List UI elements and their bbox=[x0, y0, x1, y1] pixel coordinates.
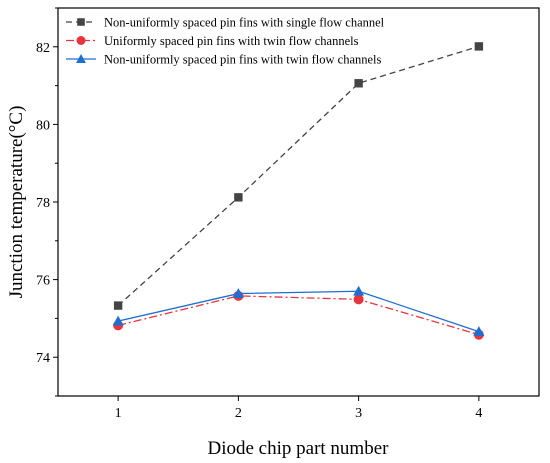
series-2-line bbox=[117, 295, 480, 336]
series-3-point-3 bbox=[353, 285, 365, 296]
series-group bbox=[112, 42, 485, 340]
series-2-point-3 bbox=[353, 294, 364, 305]
legend-label-1: Non-uniformly spaced pin fins with singl… bbox=[104, 16, 385, 30]
x-tick-label-2: 2 bbox=[235, 406, 242, 421]
series-3-point-2 bbox=[232, 288, 244, 298]
x-tick-label-4: 4 bbox=[475, 406, 482, 421]
legend: Non-uniformly spaced pin fins with singl… bbox=[66, 16, 385, 67]
y-axis-title: Junction temperature(°C) bbox=[6, 106, 27, 299]
legend-swatch-marker-3 bbox=[76, 54, 86, 63]
axis-ticks: 1 2 3 4 74 76 78 80 82 bbox=[36, 7, 482, 421]
series-1-point-3 bbox=[354, 79, 363, 88]
series-3 bbox=[112, 285, 485, 336]
series-1-point-1 bbox=[113, 301, 123, 310]
series-1-line bbox=[117, 45, 480, 307]
series-1-point-4 bbox=[474, 42, 484, 51]
x-tick-label-3: 3 bbox=[355, 406, 362, 421]
series-1 bbox=[113, 42, 484, 310]
y-tick-label-82: 82 bbox=[36, 41, 50, 56]
series-3-point-1 bbox=[112, 315, 124, 326]
legend-swatch-marker-2 bbox=[76, 36, 86, 45]
series-3-line bbox=[117, 290, 480, 333]
legend-swatch-marker-1 bbox=[77, 18, 85, 26]
x-axis-title: Diode chip part number bbox=[208, 438, 390, 459]
legend-label-2: Uniformly spaced pin fins with twin flow… bbox=[104, 34, 359, 48]
y-tick-label-80: 80 bbox=[36, 118, 50, 133]
x-tick-label-1: 1 bbox=[115, 406, 122, 421]
legend-label-3: Non-uniformly spaced pin fins with twin … bbox=[104, 53, 382, 67]
series-2 bbox=[113, 290, 484, 340]
series-1-point-2 bbox=[234, 193, 243, 202]
series-3-point-4 bbox=[473, 326, 485, 336]
y-tick-label-78: 78 bbox=[36, 196, 50, 211]
y-tick-label-76: 76 bbox=[36, 274, 50, 289]
y-tick-label-74: 74 bbox=[36, 351, 50, 366]
